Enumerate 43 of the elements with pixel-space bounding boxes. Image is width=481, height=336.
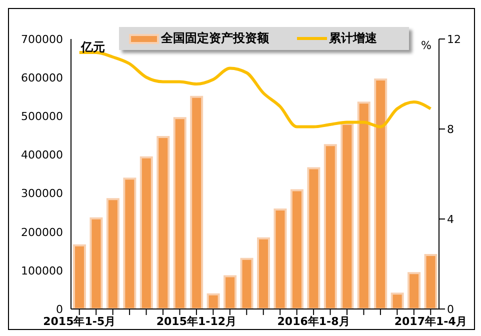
bar — [390, 292, 404, 309]
y-tick-label: 400000 — [21, 148, 63, 162]
bar — [156, 136, 170, 309]
bar — [90, 217, 103, 309]
bar — [274, 208, 287, 309]
bar — [240, 258, 254, 309]
y2-tick-label: 4 — [447, 212, 454, 226]
bar — [424, 254, 438, 309]
y-tick-label: 300000 — [21, 187, 63, 200]
bar — [374, 78, 388, 309]
bar — [307, 167, 320, 309]
bar — [340, 122, 354, 309]
bar — [206, 293, 220, 309]
x-tick-label: 2015年1-5月 — [43, 314, 116, 328]
bar — [140, 156, 153, 309]
y-axis-title: 亿元 — [81, 39, 105, 56]
line-series — [78, 51, 432, 128]
y2-tick-label: 0 — [447, 302, 454, 316]
y2-axis-title: % — [421, 39, 432, 52]
y-tick-label: 200000 — [21, 226, 63, 239]
x-tick-label: 2015年1-12月 — [156, 314, 237, 328]
bar — [324, 144, 337, 309]
bar — [257, 237, 270, 309]
bar — [357, 102, 370, 309]
bar — [190, 96, 204, 309]
y-tick-label: 0 — [56, 302, 63, 316]
y-tick-label: 100000 — [21, 264, 63, 278]
y2-tick-label: 8 — [447, 122, 454, 136]
legend-label: 累计增速 — [328, 30, 377, 47]
x-tick-label: 2016年1-8月 — [277, 314, 350, 328]
y-tick-label: 600000 — [21, 71, 63, 84]
bar — [408, 272, 421, 309]
bar — [224, 275, 237, 309]
bar — [173, 117, 186, 309]
y-tick-label: 500000 — [21, 110, 63, 124]
bar — [106, 198, 120, 309]
x-tick-label: 2017年1-4月 — [394, 314, 467, 328]
legend-label: 全国固定资产投资额 — [160, 30, 269, 47]
bar — [123, 178, 136, 309]
bar — [73, 244, 86, 309]
y2-tick-label: 12 — [447, 32, 461, 46]
bar — [290, 189, 304, 309]
y-tick-label: 700000 — [21, 32, 63, 46]
